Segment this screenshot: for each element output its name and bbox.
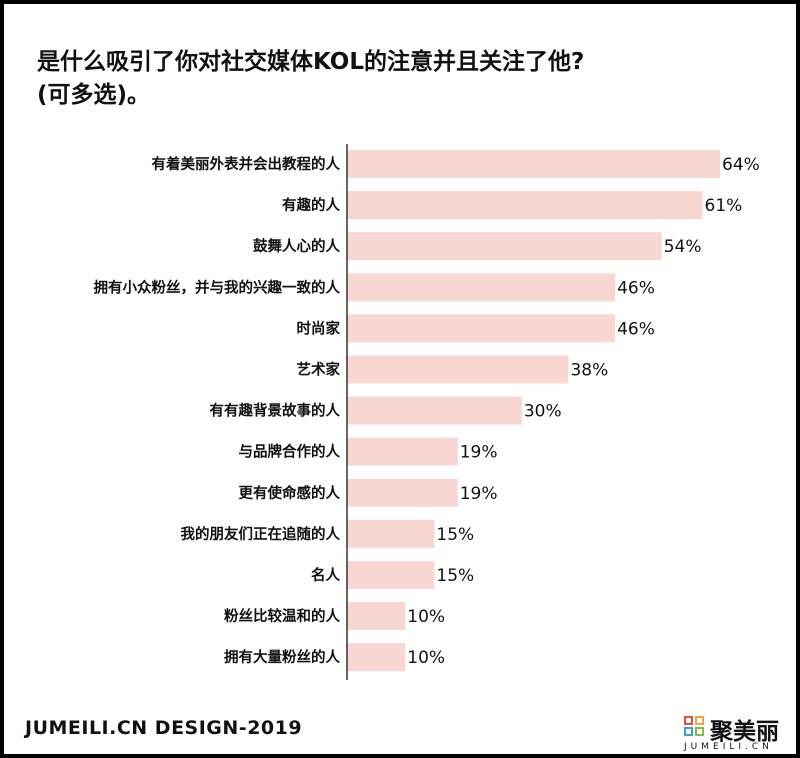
category-label: 鼓舞人心的人 [253,237,340,255]
bar-chart: 有着美丽外表并会出教程的人 64% 有趣的人 61% 鼓舞人心的人 54% 拥有小众粉丝，并… [94,144,760,680]
logo-mark-icon [684,716,706,738]
bars-group: 有着美丽外表并会出教程的人 64% 有趣的人 61% 鼓舞人心的人 54% 拥有小众粉丝，并… [94,150,760,672]
brand-logo: 聚美丽 JUMEILI.CN [680,712,790,752]
category-label: 时尚家 [297,319,341,337]
bar [347,191,703,220]
chart-title-line1: 是什么吸引了你对社交媒体KOL的注意并且关注了他? [37,49,585,75]
bar [347,437,458,466]
category-label: 名人 [311,566,340,584]
logo-subtext: JUMEILI.CN [684,742,773,752]
value-label: 19% [460,443,498,463]
bar [347,232,662,261]
bar [347,355,569,384]
category-label: 拥有大量粉丝的人 [224,648,340,666]
chart-title-line2: (可多选)。 [37,82,151,108]
value-label: 54% [664,237,702,257]
category-label: 艺术家 [297,361,341,379]
value-label: 46% [617,278,655,298]
chart-title: 是什么吸引了你对社交媒体KOL的注意并且关注了他? (可多选)。 [37,46,777,112]
value-label: 46% [617,319,655,339]
bar [347,519,435,548]
value-label: 15% [436,566,474,586]
bar [347,643,406,672]
bar [347,478,458,507]
category-label: 与品牌合作的人 [239,443,341,461]
value-label: 30% [524,402,562,422]
value-label: 19% [460,484,498,504]
value-label: 64% [722,155,760,175]
value-label: 10% [407,607,445,627]
value-label: 38% [570,361,608,381]
category-label: 有趣的人 [282,196,340,214]
category-label: 拥有小众粉丝，并与我的兴趣一致的人 [94,278,341,296]
bar [347,396,522,425]
category-label: 有着美丽外表并会出教程的人 [152,155,341,173]
bar [347,561,435,589]
category-label: 更有使命感的人 [239,484,341,502]
value-label: 15% [436,525,474,545]
category-label: 粉丝比较温和的人 [224,607,340,625]
bar [347,602,406,631]
value-label: 61% [705,196,743,216]
footer-credit: JUMEILI.CN DESIGN-2019 [25,717,303,739]
category-label: 我的朋友们正在追随的人 [181,525,341,543]
category-label: 有有趣背景故事的人 [210,402,341,420]
bar [347,314,616,343]
bar [347,273,616,302]
logo-name: 聚美丽 [710,719,779,745]
bar [347,150,720,178]
value-label: 10% [407,648,445,668]
